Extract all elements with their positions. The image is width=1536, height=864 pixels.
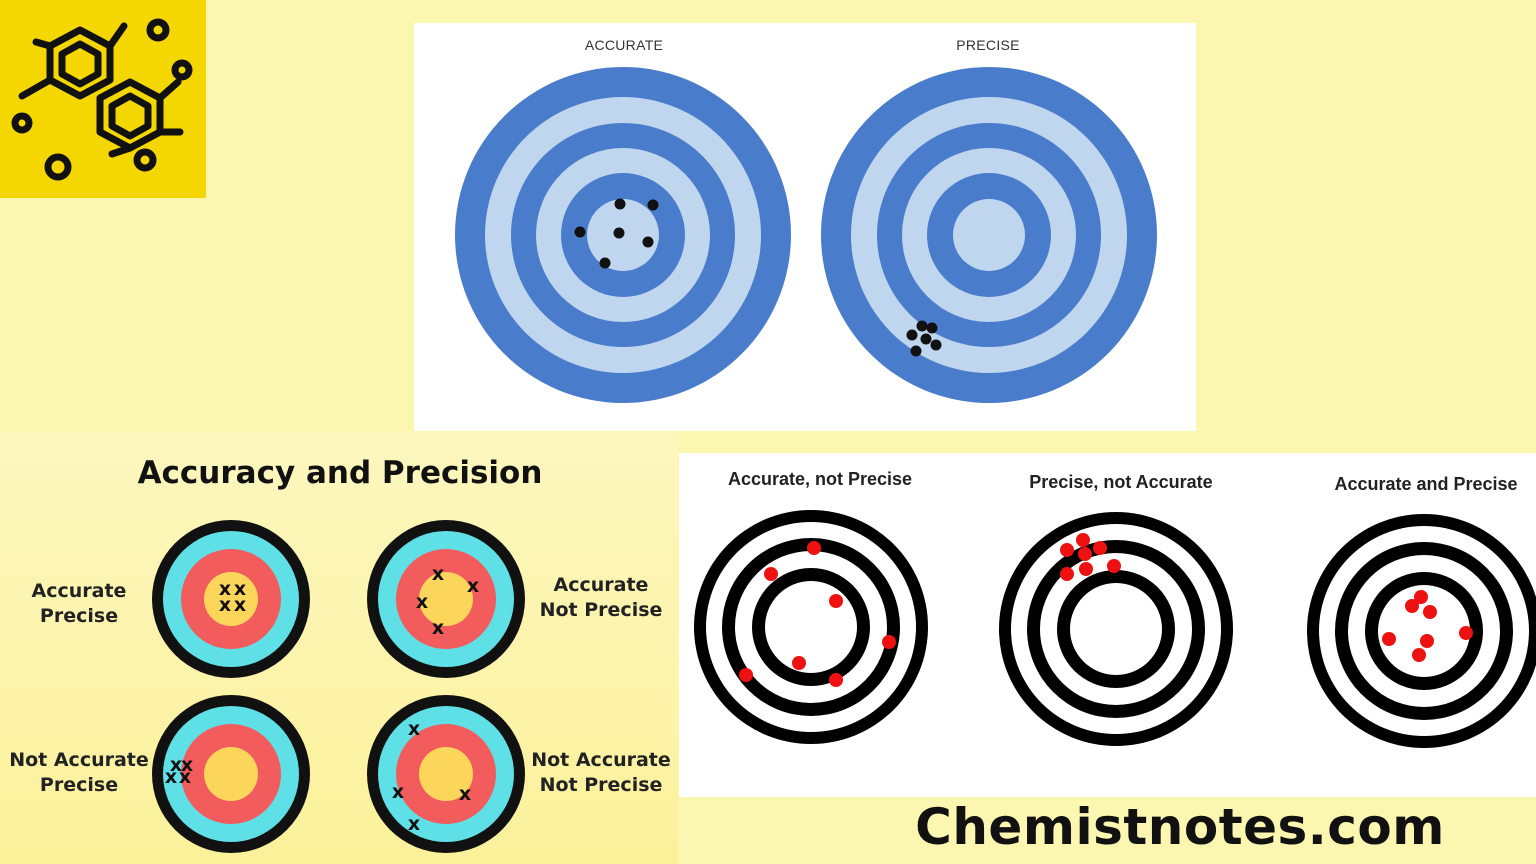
shot-dot: [642, 236, 654, 248]
shot-dot: [614, 198, 626, 210]
hit-dot: [1107, 559, 1121, 573]
hit-dot: [1060, 567, 1074, 581]
accurate-title: ACCURATE: [584, 37, 664, 53]
hit-dot: [1459, 626, 1473, 640]
x-mark: x: [234, 594, 246, 616]
quadrant-label-line: Not Accurate: [9, 749, 149, 771]
shot-dot: [906, 329, 918, 341]
shot-dot: [599, 257, 611, 269]
shot-dot: [647, 199, 659, 211]
top-figure: ACCURATE PRECISE: [414, 23, 1196, 431]
x-mark: x: [416, 591, 428, 613]
x-mark: x: [408, 813, 420, 835]
quadrant-label-not-accurate-not-precise: Not Accurate Not Precise: [516, 748, 686, 798]
quadrant-label-not-accurate-precise: Not Accurate Precise: [0, 748, 164, 798]
shot-dot: [910, 345, 922, 357]
hit-dot: [882, 635, 896, 649]
target-ring: [765, 581, 857, 673]
x-mark: x: [432, 563, 444, 585]
hit-dot: [1060, 543, 1074, 557]
shot-dot: [916, 320, 928, 332]
shot-dot: [574, 226, 586, 238]
hit-dot: [829, 673, 843, 687]
molecule-icon: [11, 18, 193, 181]
hit-dot: [1079, 562, 1093, 576]
quadrant-label-line: Precise: [39, 605, 119, 627]
hit-dot: [1420, 634, 1434, 648]
quadrant-label-accurate-precise: Accurate Precise: [0, 579, 164, 629]
shot-dot: [930, 339, 942, 351]
quadrant-label-line: Precise: [39, 774, 119, 796]
hit-dot: [1078, 547, 1092, 561]
target-ring: [419, 572, 473, 626]
quadrant-label-accurate-not-precise: Accurate Not Precise: [516, 573, 686, 623]
target-ring: [419, 747, 473, 801]
quadrant-label-line: Not Accurate: [531, 749, 671, 771]
target-ring: [953, 199, 1025, 271]
target-ring: [1070, 583, 1162, 675]
hit-dot: [1423, 605, 1437, 619]
x-mark: x: [219, 594, 231, 616]
target-ring: [1378, 585, 1470, 677]
hit-dot: [807, 541, 821, 555]
x-mark: x: [170, 754, 182, 776]
bullseye-targets: [694, 510, 1536, 748]
accurate-and-precise-title: Accurate and Precise: [1334, 474, 1518, 494]
precise-not-accurate-title: Precise, not Accurate: [1029, 472, 1213, 492]
x-mark: x: [467, 575, 479, 597]
hit-dot: [829, 594, 843, 608]
x-mark: x: [165, 766, 177, 788]
shot-dot: [920, 333, 932, 345]
hit-dot: [1093, 541, 1107, 555]
quadrant-label-line: Not Precise: [539, 599, 663, 621]
quadrant-target: [367, 520, 525, 678]
bullseye-target: [1307, 514, 1536, 748]
shot-dot: [613, 227, 625, 239]
quadrant-label-line: Accurate: [553, 574, 649, 596]
x-mark: x: [408, 718, 420, 740]
quadrant-heading: Accuracy and Precision: [137, 455, 543, 491]
hit-dot: [1412, 648, 1426, 662]
precise-title: PRECISE: [956, 37, 1020, 53]
hit-dot: [1382, 632, 1396, 646]
quadrant-target: [152, 520, 310, 678]
x-mark: x: [179, 766, 191, 788]
target-ring: [204, 572, 258, 626]
shot-dot: [926, 322, 938, 334]
x-mark: x: [219, 578, 231, 600]
hit-dot: [764, 567, 778, 581]
accurate-not-precise-title: Accurate, not Precise: [727, 469, 913, 489]
hit-dot: [1414, 590, 1428, 604]
hit-dot: [1076, 533, 1090, 547]
hit-dot: [739, 668, 753, 682]
quadrant-target: [367, 695, 525, 853]
quadrant-label-line: Accurate: [31, 580, 127, 602]
hit-dot: [1405, 599, 1419, 613]
quadrant-label-line: Not Precise: [539, 774, 663, 796]
target-ring: [204, 747, 258, 801]
bullseye-target: [999, 512, 1233, 746]
bullseye-target: [694, 510, 928, 744]
top-targets: [455, 67, 1157, 403]
hit-dot: [792, 656, 806, 670]
logo: [0, 0, 206, 198]
x-mark: x: [459, 783, 471, 805]
x-mark: x: [392, 781, 404, 803]
x-mark: x: [181, 754, 193, 776]
blue-target: [821, 67, 1157, 403]
x-mark: x: [234, 578, 246, 600]
site-name: Chemistnotes.com: [915, 798, 1445, 856]
bullseye-comparison: Accurate, not Precise Precise, not Accur…: [679, 453, 1536, 797]
x-mark: x: [432, 617, 444, 639]
quadrant-target: [152, 695, 310, 853]
